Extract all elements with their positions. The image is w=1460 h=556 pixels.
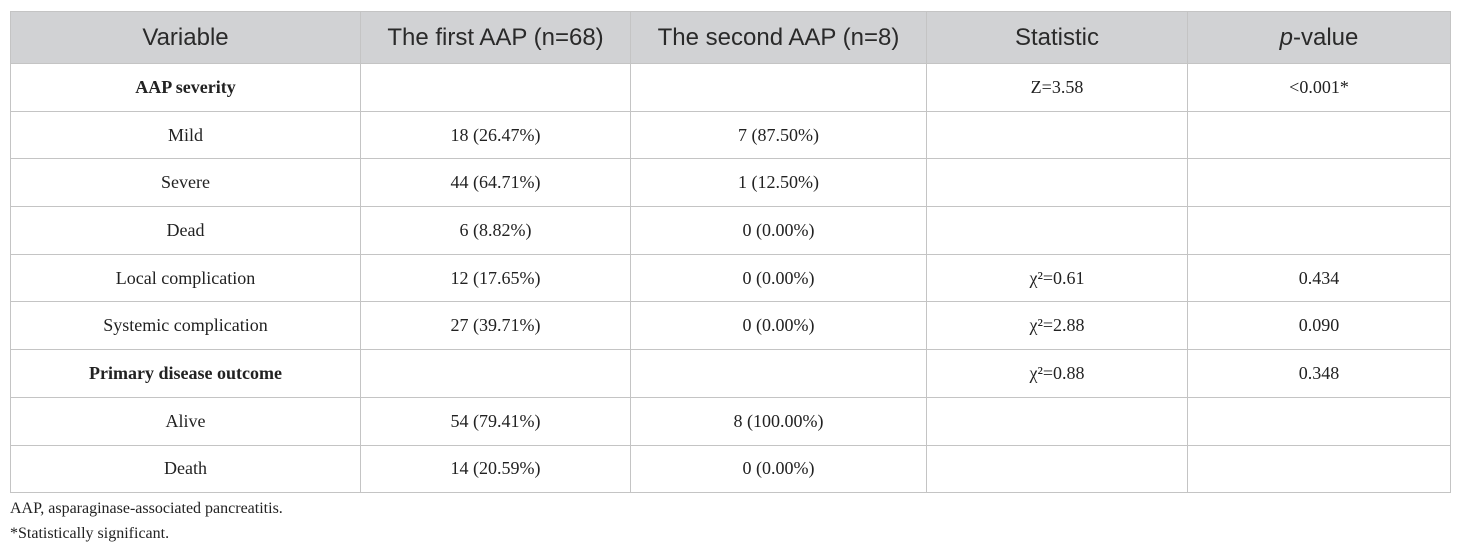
table-cell: [1187, 444, 1451, 494]
table-cell: [630, 349, 927, 398]
header-cell: Statistic: [926, 11, 1188, 64]
table-cell: Mild: [10, 110, 361, 160]
table-cell: Alive: [10, 396, 361, 446]
table-cell: [926, 206, 1188, 255]
table-cell: Severe: [10, 158, 361, 208]
table-cell: Local complication: [10, 253, 361, 303]
table-cell: 0 (0.00%): [630, 301, 927, 351]
table-cell: χ²=0.88: [926, 349, 1188, 398]
table-row: Local complication 12 (17.65%) 0 (0.00%) χ²…: [10, 253, 1451, 303]
table-row: Mild 18 (26.47%) 7 (87.50%): [10, 110, 1451, 160]
header-text: -value: [1292, 23, 1359, 51]
table-cell: Systemic complication: [10, 301, 361, 351]
table-row: Alive 54 (79.41%) 8 (100.00%): [10, 396, 1451, 446]
table-cell: 27 (39.71%): [360, 301, 631, 351]
table-cell: [1187, 396, 1451, 446]
table-cell: [360, 63, 631, 112]
header-cell: Variable: [10, 11, 361, 64]
table-cell: 0.348: [1187, 349, 1451, 398]
table-cell: 0 (0.00%): [630, 206, 927, 255]
table-row: Severe 44 (64.71%) 1 (12.50%): [10, 158, 1451, 208]
table-cell: 54 (79.41%): [360, 396, 631, 446]
table-cell: 12 (17.65%): [360, 253, 631, 303]
table-cell: 14 (20.59%): [360, 444, 631, 494]
table-row: Dead 6 (8.82%) 0 (0.00%): [10, 206, 1451, 255]
italic-p: p: [1279, 23, 1293, 51]
table-cell: [926, 444, 1188, 494]
table-cell: Primary disease outcome: [10, 349, 361, 398]
table-cell: [1187, 158, 1451, 208]
table-cell: Death: [10, 444, 361, 494]
footnote: *Statistically significant.: [10, 525, 170, 542]
header-cell: The second AAP (n=8): [630, 11, 927, 64]
table-cell: 44 (64.71%): [360, 158, 631, 208]
table-cell: 0.434: [1187, 253, 1451, 303]
table-cell: χ²=0.61: [926, 253, 1188, 303]
table-cell: AAP severity: [10, 63, 361, 112]
table-cell: 1 (12.50%): [630, 158, 927, 208]
table-cell: [926, 396, 1188, 446]
table-cell: χ²=2.88: [926, 301, 1188, 351]
header-cell: The first AAP (n=68): [360, 11, 631, 64]
table-cell: 0 (0.00%): [630, 444, 927, 494]
table-cell: 8 (100.00%): [630, 396, 927, 446]
table-row: Death 14 (20.59%) 0 (0.00%): [10, 444, 1451, 494]
table-cell: [360, 349, 631, 398]
table-cell: 18 (26.47%): [360, 110, 631, 160]
header-row: Variable The first AAP (n=68) The second…: [10, 11, 1451, 64]
table-cell: [1187, 206, 1451, 255]
table-cell: [926, 110, 1188, 160]
table-cell: Z=3.58: [926, 63, 1188, 112]
table-row: Systemic complication 27 (39.71%) 0 (0.00%…: [10, 301, 1451, 351]
table-row: Primary disease outcome χ²=0.88 0.348: [10, 349, 1451, 398]
table-row: AAP severity Z=3.58 <0.001*: [10, 63, 1451, 112]
header-cell: p-value: [1187, 11, 1451, 64]
table-cell: 6 (8.82%): [360, 206, 631, 255]
table-body: AAP severity Z=3.58 <0.001* Mild 18 (26.47%)…: [10, 63, 1451, 494]
table-cell: 7 (87.50%): [630, 110, 927, 160]
table-cell: [926, 158, 1188, 208]
table-cell: 0.090: [1187, 301, 1451, 351]
table-cell: [630, 63, 927, 112]
table-cell: [1187, 110, 1451, 160]
table-cell: Dead: [10, 206, 361, 255]
results-table: Variable The first AAP (n=68) The second…: [10, 11, 1451, 494]
table-cell: <0.001*: [1187, 63, 1451, 112]
table-cell: 0 (0.00%): [630, 253, 927, 303]
footnote: AAP, asparaginase-associated pancreatiti…: [10, 500, 283, 517]
